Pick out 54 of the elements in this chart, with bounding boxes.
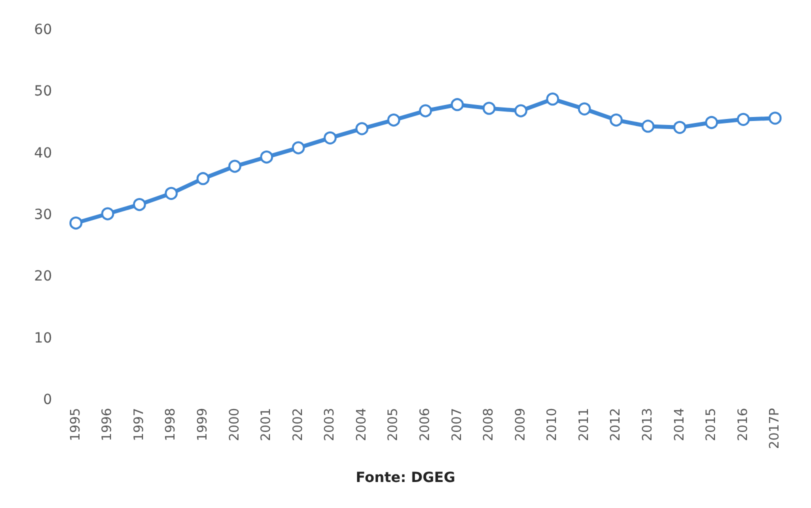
y-tick-label: 0 (43, 392, 52, 408)
x-tick-label: 2016 (736, 408, 751, 442)
point (419, 104, 432, 118)
x-tick-label: 2001 (259, 408, 274, 442)
x-tick-label: 1997 (132, 408, 147, 442)
x-tick-label: 2014 (672, 408, 688, 442)
x-tick-label: 2009 (513, 408, 528, 442)
x-tick-label: 2002 (290, 408, 306, 442)
x-tick-label: 2017P (768, 408, 783, 449)
x-tick-label: 2011 (576, 408, 592, 442)
point (673, 120, 686, 134)
x-tick-label: 2007 (450, 408, 465, 442)
point (101, 207, 114, 220)
point (514, 104, 528, 118)
x-tick-label: 2010 (545, 408, 560, 442)
x-tick-label: 2008 (482, 408, 497, 442)
point (196, 172, 210, 186)
y-tick-label: 60 (34, 22, 52, 38)
y-tick-label: 50 (34, 84, 52, 100)
x-tick-label: 1999 (196, 408, 211, 442)
x-tick-label: 2003 (322, 408, 338, 442)
source-note: Fonte: DGEG (354, 470, 456, 486)
point (768, 112, 782, 125)
x-tick-label: 2012 (608, 408, 624, 442)
point (69, 216, 82, 230)
point (546, 92, 560, 106)
x-tick-label: 2004 (354, 408, 370, 442)
y-tick-label: 30 (34, 207, 52, 223)
y-tick-label: 20 (34, 268, 52, 285)
point (578, 102, 591, 116)
x-tick-label: 2015 (704, 408, 720, 442)
point (641, 120, 654, 133)
point (292, 141, 305, 154)
point (482, 102, 496, 115)
point (260, 150, 274, 164)
x-tick-label: 2006 (418, 408, 433, 442)
point (450, 98, 464, 112)
y-tick-label: 40 (34, 145, 52, 162)
point (387, 114, 400, 127)
x-tick-label: 2005 (386, 408, 402, 442)
point (132, 198, 146, 212)
point (355, 122, 368, 136)
point (610, 114, 623, 127)
point (164, 186, 178, 200)
x-tick-label: 1998 (164, 408, 179, 442)
point (705, 116, 718, 129)
x-tick-label: 2000 (227, 408, 242, 442)
y-tick-label: 10 (34, 330, 52, 346)
x-tick-label: 1995 (68, 408, 84, 442)
point (736, 112, 750, 126)
point (324, 131, 337, 144)
x-tick-label: 1996 (100, 408, 116, 442)
point (228, 160, 242, 173)
x-tick-label: 2013 (640, 408, 656, 442)
